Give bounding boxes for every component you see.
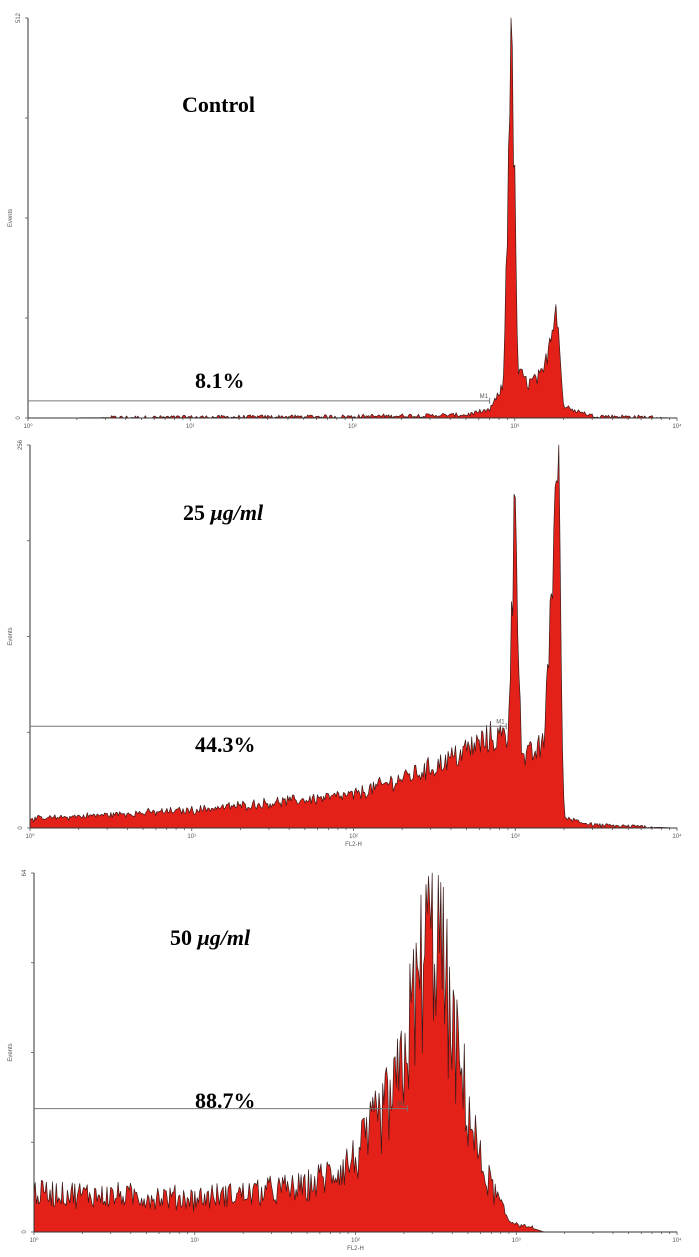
x-tick-label: 10⁴: [672, 423, 682, 430]
x-tick-label: 10²: [351, 1238, 360, 1244]
gate-percentage: 44.3%: [195, 732, 256, 757]
x-tick-label: 10⁰: [25, 833, 35, 840]
x-axis-label: FL2-H: [347, 1246, 364, 1252]
gate-label: M1: [496, 719, 505, 725]
x-tick-label: 10⁴: [672, 1237, 682, 1244]
y-axis-label: Events: [8, 1043, 14, 1061]
y-axis-label: Events: [8, 627, 14, 645]
axis-lines: [27, 18, 677, 419]
x-tick-label: 10¹: [190, 1238, 199, 1244]
x-tick-label: 10²: [349, 834, 358, 840]
y-tick-label: 0: [18, 826, 24, 830]
histogram-panel-50ug: 0 64 Events 10⁰ 10¹ 10² 10³ 10⁴ FL2-H M1 50 μg/ml 8…: [8, 869, 682, 1252]
panel-title: Control: [182, 92, 255, 117]
y-tick-label: 0: [16, 416, 22, 420]
y-tick-label: 256: [18, 439, 24, 450]
y-tick-label: 0: [22, 1230, 28, 1234]
x-tick-label: 10²: [348, 424, 357, 430]
x-tick-label: 10¹: [186, 424, 195, 430]
y-tick-label: 64: [22, 869, 28, 876]
x-tick-label: 10³: [511, 834, 520, 840]
panel-title: 50 μg/ml: [170, 925, 251, 950]
histogram-panel-control: 0 512 Events 10⁰ 10¹ 10² 10³ 10⁴ M1 Control 8.1%: [8, 12, 682, 430]
histogram-area: [33, 872, 678, 1233]
x-tick-label: 10⁰: [23, 423, 33, 430]
y-tick-label: 512: [16, 12, 22, 23]
y-axis-label: Events: [8, 209, 14, 227]
gate-label: M1: [397, 1102, 406, 1108]
histogram-area: [29, 444, 678, 829]
histogram-area: [27, 17, 678, 419]
x-tick-label: 10¹: [187, 834, 196, 840]
panel-title: 25 μg/ml: [183, 500, 264, 525]
x-tick-label: 10³: [512, 1238, 521, 1244]
axis-lines: [29, 445, 677, 829]
histogram-panel-25ug: 0 256 Events 10⁰ 10¹ 10² 10³ 10⁴ FL2-H M1 25 μg/ml…: [8, 439, 682, 848]
x-tick-label: 10³: [510, 424, 519, 430]
x-tick-label: 10⁰: [29, 1237, 39, 1244]
gate-percentage: 8.1%: [195, 368, 245, 393]
gate-percentage: 88.7%: [195, 1088, 256, 1113]
gate-label: M1: [480, 394, 489, 400]
x-tick-label: 10⁴: [672, 833, 682, 840]
x-axis-label: FL2-H: [345, 842, 362, 848]
